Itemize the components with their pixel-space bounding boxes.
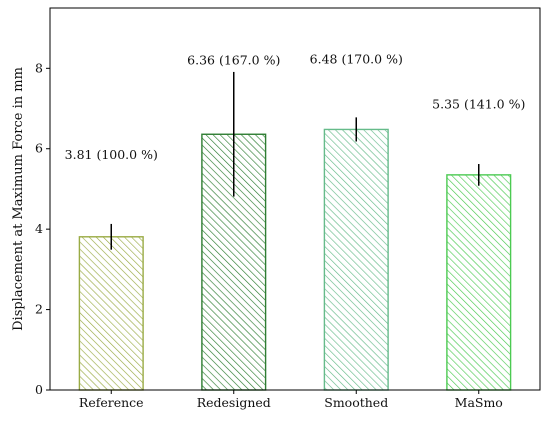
y-tick-label: 6 [35, 141, 43, 156]
bar-masmo [446, 174, 512, 391]
y-tick-label: 8 [35, 60, 43, 75]
y-tick-label: 0 [35, 382, 43, 397]
x-tick-label-masmo: MaSmo [455, 395, 503, 410]
data-label-smoothed: 6.48 (170.0 %) [310, 51, 403, 66]
bar-smoothed [323, 128, 389, 391]
data-label-redesigned: 6.36 (167.0 %) [187, 52, 280, 67]
y-tick-label: 2 [35, 302, 43, 317]
data-label-masmo: 5.35 (141.0 %) [432, 97, 525, 112]
y-tick-label: 4 [35, 221, 43, 236]
x-axis: Reference Redesigned Smoothed MaSmo [79, 390, 503, 410]
x-tick-label-smoothed: Smoothed [324, 395, 388, 410]
bar-reference [78, 236, 144, 391]
x-tick-label-redesigned: Redesigned [197, 395, 271, 410]
y-axis: 0 2 4 6 8 [35, 60, 50, 397]
plot-frame [49, 7, 541, 391]
chart-marks: 3.81 (100.0 %) 6.36 (167.0 %) 6.48 (170.0 … [65, 51, 525, 391]
data-label-reference: 3.81 (100.0 %) [65, 147, 158, 162]
x-tick-label-reference: Reference [79, 395, 144, 410]
y-axis-label: Displacement at Maximum Force in mm [11, 67, 26, 331]
